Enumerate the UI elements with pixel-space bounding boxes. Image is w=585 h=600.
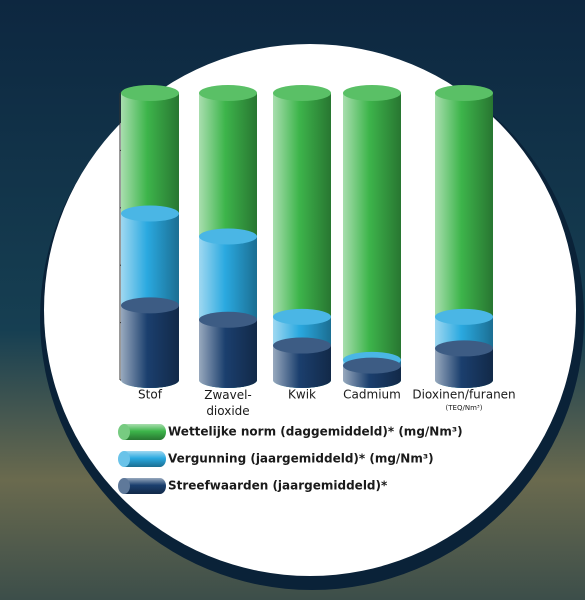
bar-body — [199, 319, 257, 380]
bar — [343, 357, 401, 388]
bar-top — [199, 85, 257, 101]
bar-bottom — [199, 372, 257, 388]
x-tick-label: Kwik — [288, 388, 316, 402]
bar-bottom — [435, 372, 493, 388]
legend-swatch-cap — [118, 424, 130, 440]
x-tick-label: Dioxinen/furanen — [412, 388, 515, 402]
legend-swatch-cap — [118, 478, 130, 494]
bar-bottom — [121, 372, 179, 388]
bar-top — [273, 337, 331, 354]
legend-swatch-end — [154, 451, 166, 467]
bar-body — [121, 305, 179, 380]
bar-top — [199, 311, 257, 328]
legend-label: Vergunning (jaargemiddeld)* (mg/Nm³) — [168, 452, 434, 466]
bar — [343, 85, 401, 388]
x-tick-label: Zwavel-dioxide — [204, 388, 252, 418]
bar-top — [343, 357, 401, 374]
bar — [199, 311, 257, 388]
legend-swatch-cap — [118, 451, 130, 467]
legend-swatch — [124, 451, 160, 467]
bar-body — [343, 93, 401, 380]
bar — [435, 340, 493, 388]
bar-bottom — [343, 372, 401, 388]
legend-swatch-end — [154, 478, 166, 494]
bar-top — [273, 85, 331, 101]
legend-label: Wettelijke norm (daggemiddeld)* (mg/Nm³) — [168, 425, 463, 439]
bar-top — [121, 205, 179, 222]
legend-swatch — [124, 478, 160, 494]
bar-top — [435, 340, 493, 357]
x-tick-label: Cadmium — [343, 388, 401, 402]
bar-bottom — [273, 372, 331, 388]
bar-top — [435, 85, 493, 101]
legend-swatch-end — [154, 424, 166, 440]
legend-swatch — [124, 424, 160, 440]
bar — [273, 337, 331, 388]
bar-top — [435, 308, 493, 325]
x-tick-note: (TEQ/Nm³) — [446, 404, 483, 412]
bar-top — [199, 228, 257, 245]
bar-top — [343, 85, 401, 101]
bar-top — [121, 297, 179, 314]
x-tick-label: Stof — [138, 388, 163, 402]
bar — [121, 297, 179, 388]
legend-label: Streefwaarden (jaargemiddeld)* — [168, 479, 388, 493]
bar-top — [121, 85, 179, 101]
bar-top — [273, 308, 331, 325]
